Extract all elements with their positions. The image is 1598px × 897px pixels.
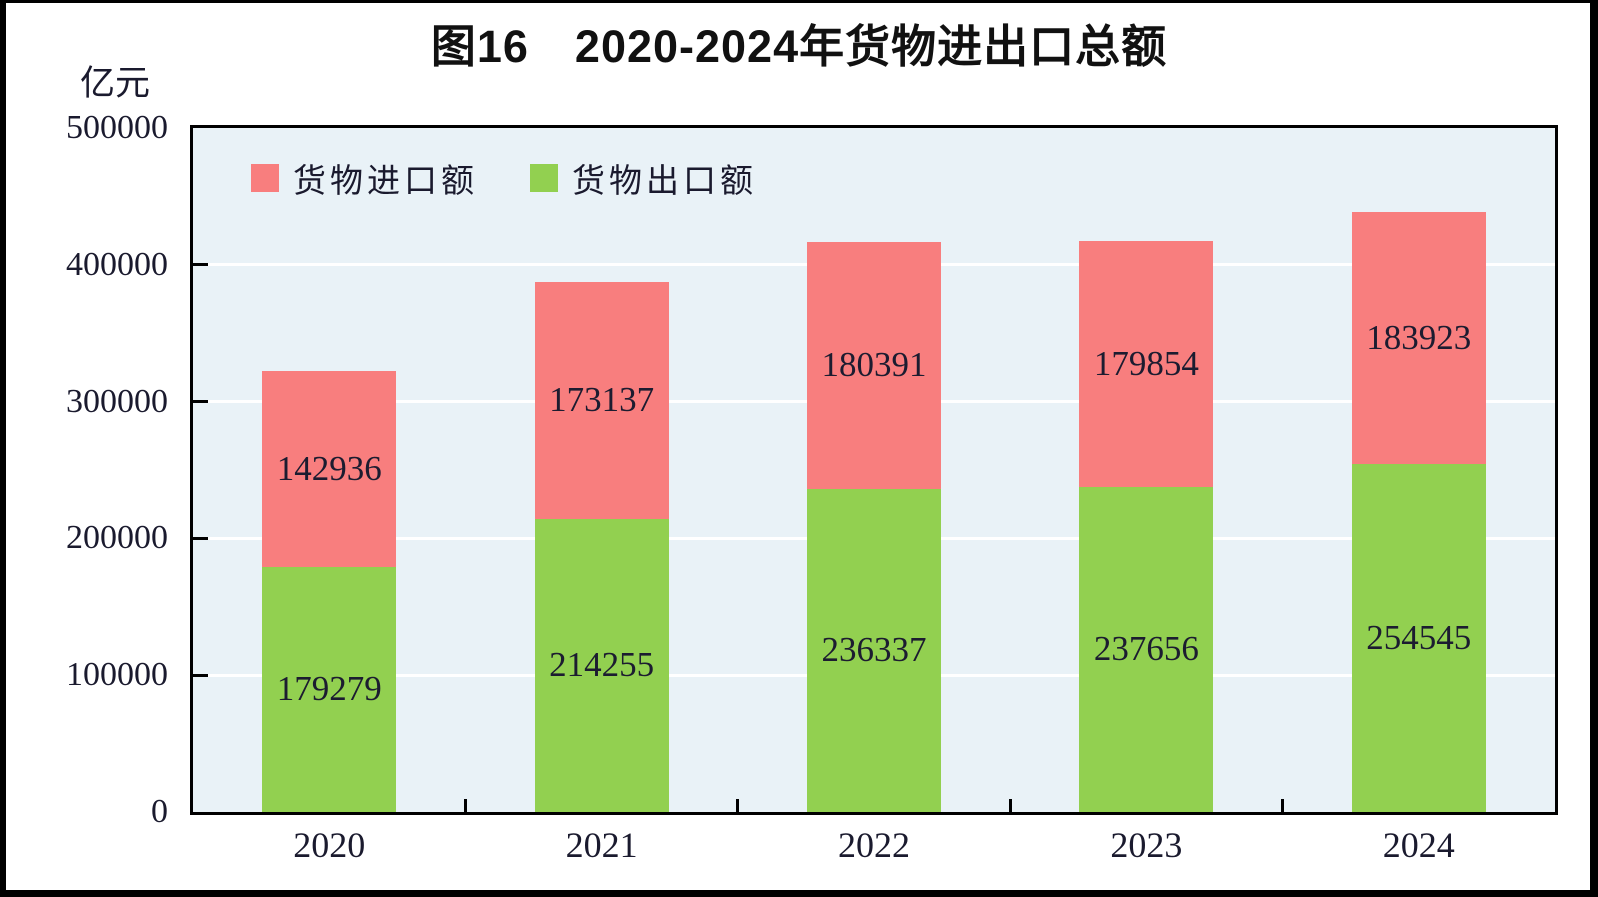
x-label-2023: 2023	[1110, 825, 1183, 865]
bar-label-import-2023: 179854	[1093, 343, 1199, 383]
y-tick-400000	[193, 263, 208, 267]
bar-label-export-2020: 179279	[276, 669, 382, 709]
bar-label-import-2021: 173137	[549, 380, 655, 420]
x-label-2020: 2020	[293, 825, 366, 865]
x-label-2021: 2021	[565, 825, 638, 865]
bar-label-export-2021: 214255	[549, 645, 655, 685]
y-label-300000: 300000	[66, 382, 168, 420]
y-label-0: 0	[151, 793, 168, 830]
bar-label-export-2023: 237656	[1093, 629, 1199, 669]
y-tick-200000	[193, 536, 208, 540]
bar-export-2024	[1351, 463, 1486, 812]
y-tick-100000	[193, 673, 208, 677]
x-tick-boundary-3	[1008, 799, 1012, 812]
legend-swatch-export	[530, 164, 558, 192]
x-tick-boundary-4	[1281, 799, 1285, 812]
bar-import-2022	[807, 241, 941, 489]
x-label-2024: 2024	[1382, 825, 1455, 865]
bar-import-2021	[534, 282, 669, 519]
bar-export-2022	[807, 488, 941, 812]
y-label-500000: 500000	[66, 109, 168, 146]
x-label-2022: 2022	[838, 825, 910, 865]
bar-import-2024	[1351, 212, 1486, 464]
legend-label-export: 货物出口额	[572, 164, 757, 200]
y-label-100000: 100000	[66, 656, 168, 694]
bar-label-export-2024: 254545	[1366, 617, 1472, 657]
x-tick-boundary-2	[736, 799, 740, 812]
legend-label-import: 货物进口额	[293, 164, 478, 200]
bar-export-2021	[534, 518, 669, 812]
x-tick-boundary-1	[463, 799, 467, 812]
plot-area: 货物进口额 货物出口额 179279 142936 214255 173137 2363…	[190, 125, 1558, 815]
y-axis-tick-labels: 500000 400000 300000 200000 100000 0	[0, 109, 168, 830]
legend-item-export: 货物出口额	[530, 154, 757, 202]
bar-export-2020	[262, 566, 397, 812]
chart-title: 图16 2020-2024年货物进出口总额	[430, 21, 1168, 72]
y-label-200000: 200000	[66, 519, 168, 557]
x-axis-tick-labels: 2020 2021 2022 2023 2024	[190, 820, 1558, 870]
legend-swatch-import	[251, 164, 279, 192]
y-label-400000: 400000	[66, 245, 168, 283]
bar-label-export-2022: 236337	[821, 630, 927, 670]
bar-export-2023	[1079, 486, 1214, 812]
bar-import-2020	[262, 371, 397, 567]
legend-item-import: 货物进口额	[251, 154, 478, 202]
y-axis-unit-label: 亿元	[80, 64, 151, 103]
bar-label-import-2024: 183923	[1366, 317, 1472, 357]
bar-label-import-2022: 180391	[821, 345, 927, 385]
legend: 货物进口额 货物出口额	[251, 154, 757, 202]
bar-import-2023	[1079, 240, 1214, 487]
y-tick-300000	[193, 400, 208, 404]
bar-label-import-2020: 142936	[276, 448, 382, 488]
